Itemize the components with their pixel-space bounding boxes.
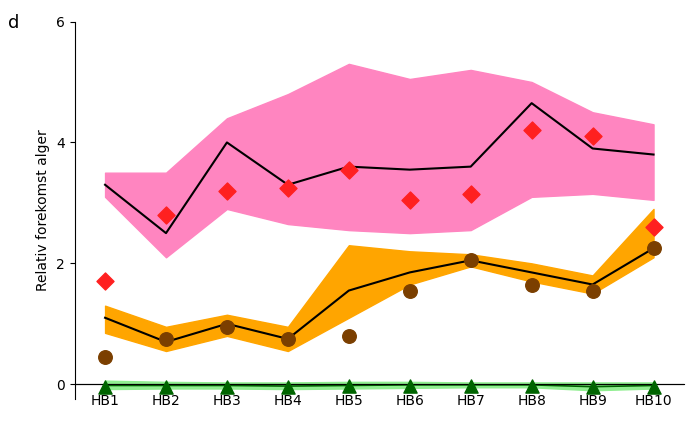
Text: d: d <box>8 14 19 32</box>
Point <box>222 384 233 391</box>
Point <box>526 281 538 288</box>
Point <box>587 133 598 140</box>
Point <box>648 383 659 390</box>
Point <box>160 335 171 342</box>
Point <box>222 323 233 330</box>
Point <box>404 287 415 294</box>
Point <box>343 166 354 173</box>
Point <box>404 382 415 389</box>
Point <box>648 224 659 230</box>
Point <box>465 190 476 197</box>
Point <box>99 354 110 360</box>
Point <box>282 184 294 191</box>
Point <box>587 287 598 294</box>
Point <box>282 335 294 342</box>
Point <box>648 245 659 252</box>
Point <box>160 383 171 390</box>
Point <box>160 212 171 218</box>
Point <box>343 382 354 389</box>
Point <box>99 384 110 391</box>
Point <box>587 384 598 391</box>
Y-axis label: Relativ forekomst alger: Relativ forekomst alger <box>36 130 50 291</box>
Point <box>343 332 354 339</box>
Point <box>526 382 538 389</box>
Point <box>282 384 294 391</box>
Point <box>465 257 476 264</box>
Point <box>99 278 110 285</box>
Point <box>222 187 233 194</box>
Point <box>404 196 415 203</box>
Point <box>526 127 538 134</box>
Point <box>465 382 476 389</box>
